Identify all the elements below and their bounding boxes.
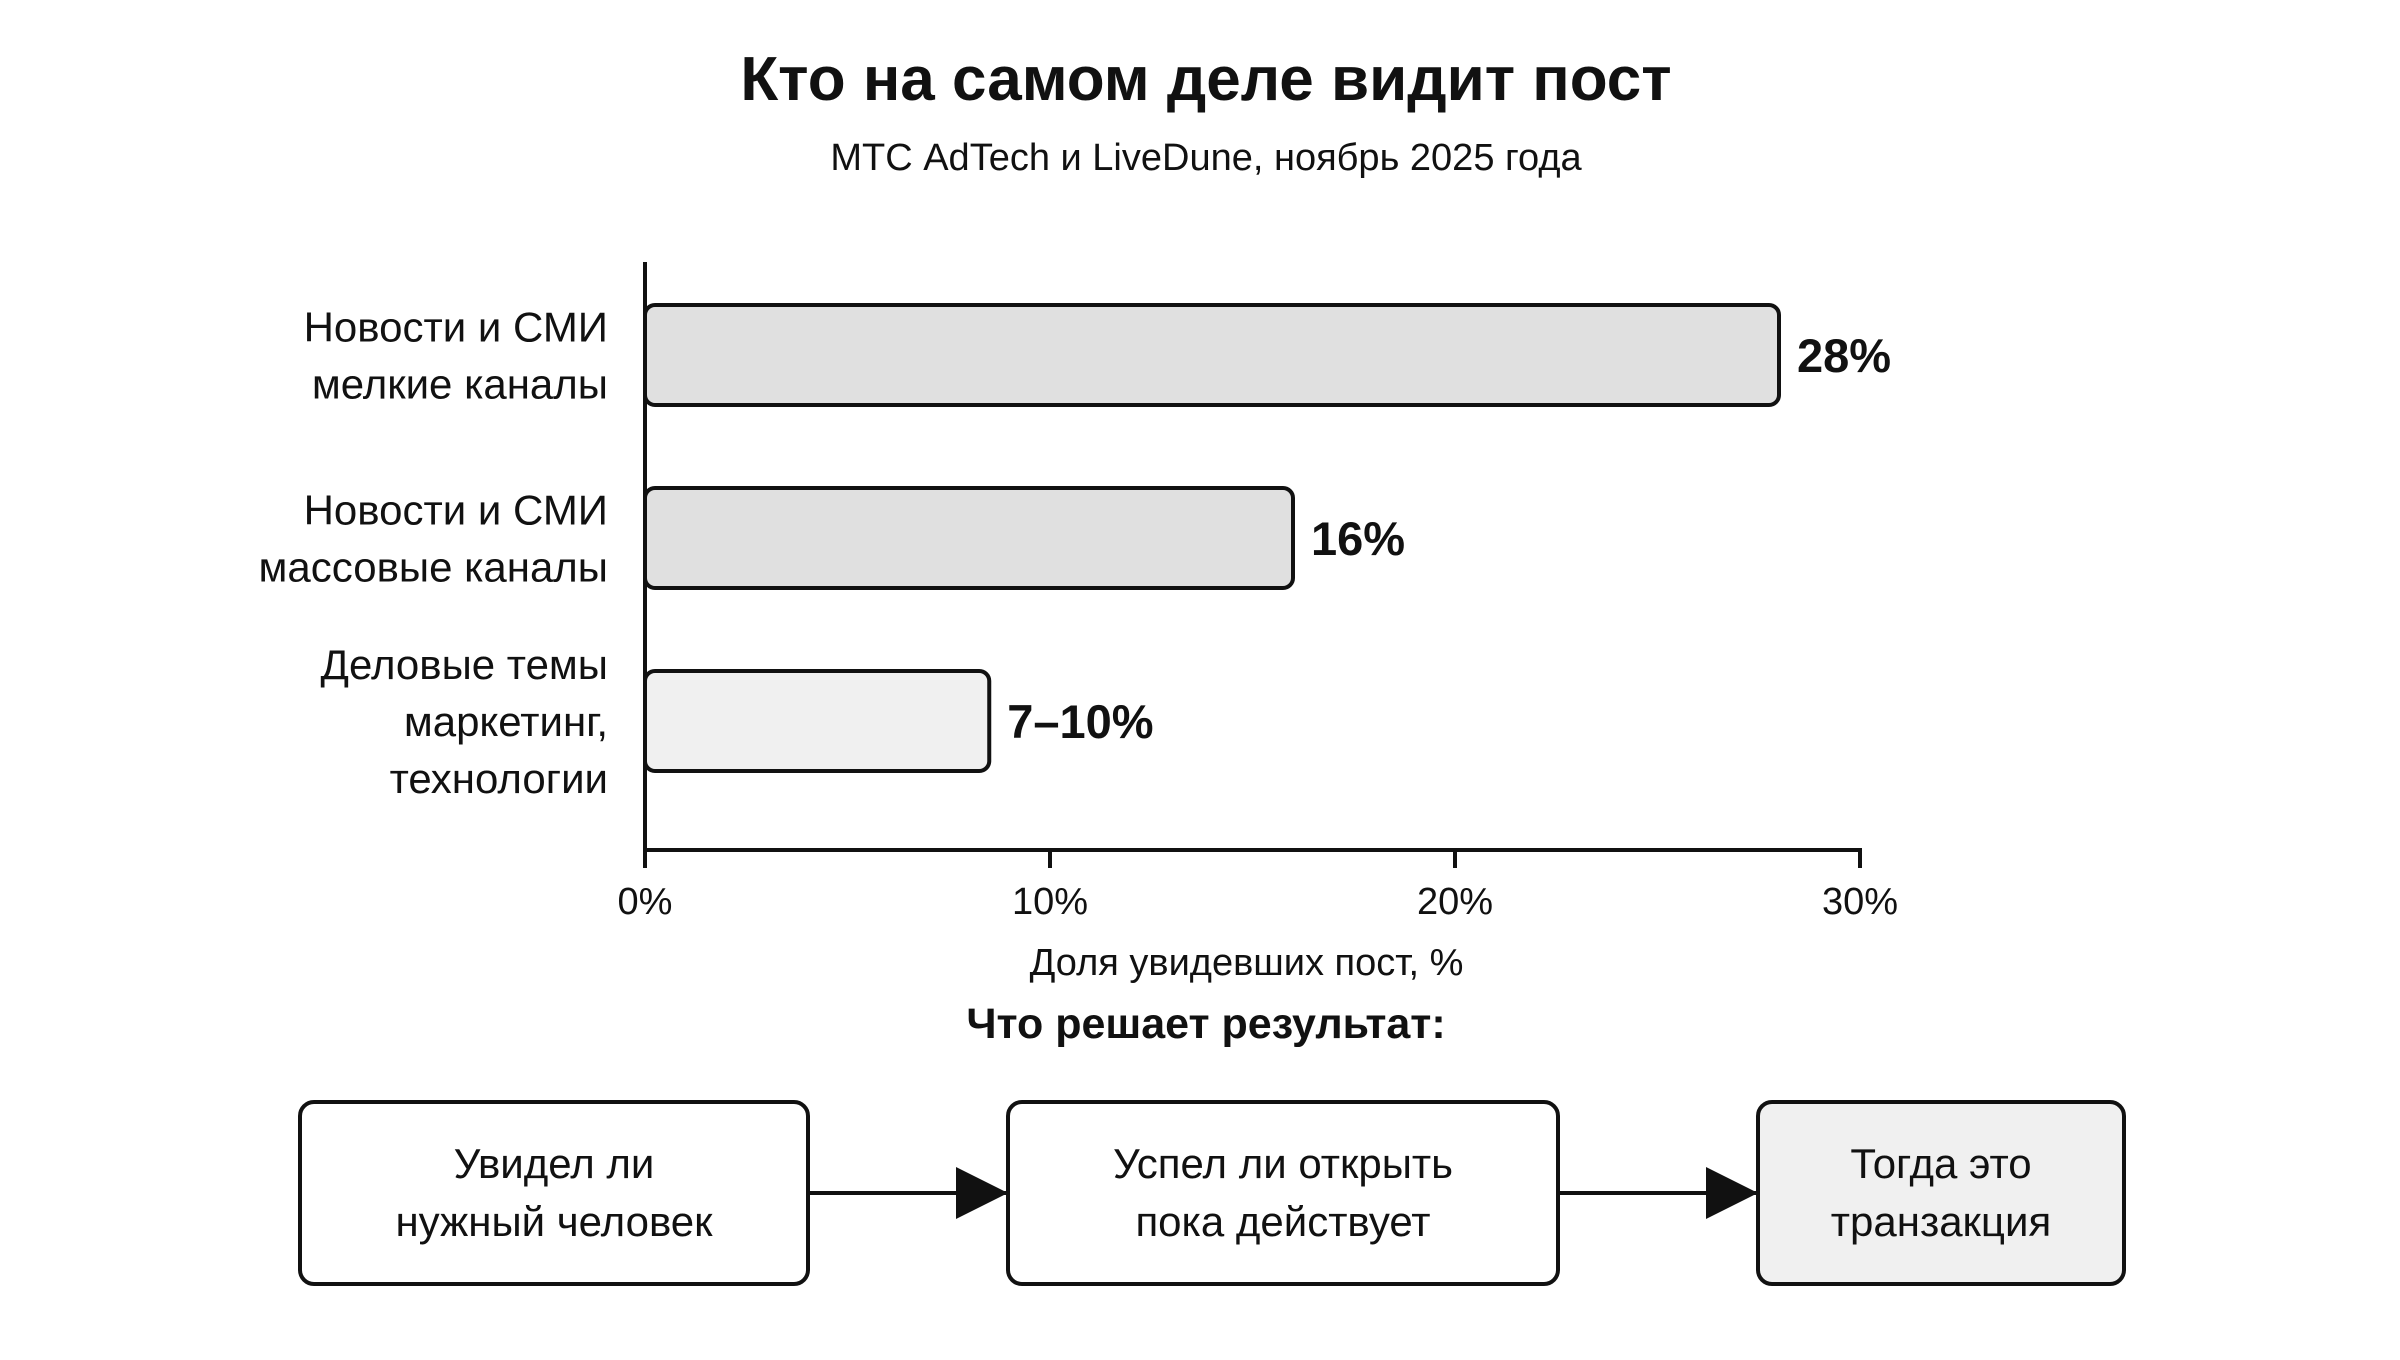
- flow-step-text: Успел ли открыть: [1113, 1140, 1453, 1187]
- flow-step-box: [1006, 1100, 1560, 1286]
- bar: [643, 303, 1781, 407]
- category-label: мелкие каналы: [312, 361, 608, 408]
- category-label: Деловые темы: [321, 641, 608, 688]
- x-tick-label: 0%: [618, 881, 673, 923]
- flow-title: Что решает результат:: [966, 1000, 1445, 1048]
- x-tick-label: 20%: [1417, 881, 1493, 923]
- bar-value-label: 16%: [1311, 512, 1405, 565]
- category-label: Новости и СМИ: [304, 487, 608, 534]
- category-label: технологии: [390, 755, 608, 802]
- flow-step-box: [1756, 1100, 2126, 1286]
- flow-step-text: Тогда это: [1850, 1140, 2031, 1187]
- bar-value-label: 7–10%: [1007, 695, 1153, 748]
- flow-step-box: [298, 1100, 810, 1286]
- category-label: маркетинг,: [404, 698, 608, 745]
- flow-step-text: нужный человек: [395, 1198, 713, 1245]
- bar-value-label: 28%: [1797, 329, 1891, 382]
- category-label: массовые каналы: [259, 544, 609, 591]
- flow-diagram: Увидел ли нужный человек Успел ли открыть п…: [298, 1100, 2126, 1286]
- bar-chart: 0% 10% 20% 30% Доля увидевших пост, % 28% Ново…: [259, 262, 1898, 984]
- flow-step-text: Увидел ли: [454, 1140, 655, 1187]
- chart-title: Кто на самом деле видит пост: [740, 45, 1671, 114]
- x-tick-label: 10%: [1012, 881, 1088, 923]
- flow-step-text: транзакция: [1831, 1198, 2051, 1245]
- flow-step-text: пока действует: [1135, 1198, 1430, 1245]
- bar: [643, 669, 992, 773]
- category-label: Новости и СМИ: [304, 304, 608, 351]
- x-tick-label: 30%: [1822, 881, 1898, 923]
- chart-subtitle: МТС AdTech и LiveDune, ноябрь 2025 года: [830, 137, 1582, 179]
- x-axis-title: Доля увидевших пост, %: [1030, 942, 1464, 984]
- bar: [643, 486, 1295, 590]
